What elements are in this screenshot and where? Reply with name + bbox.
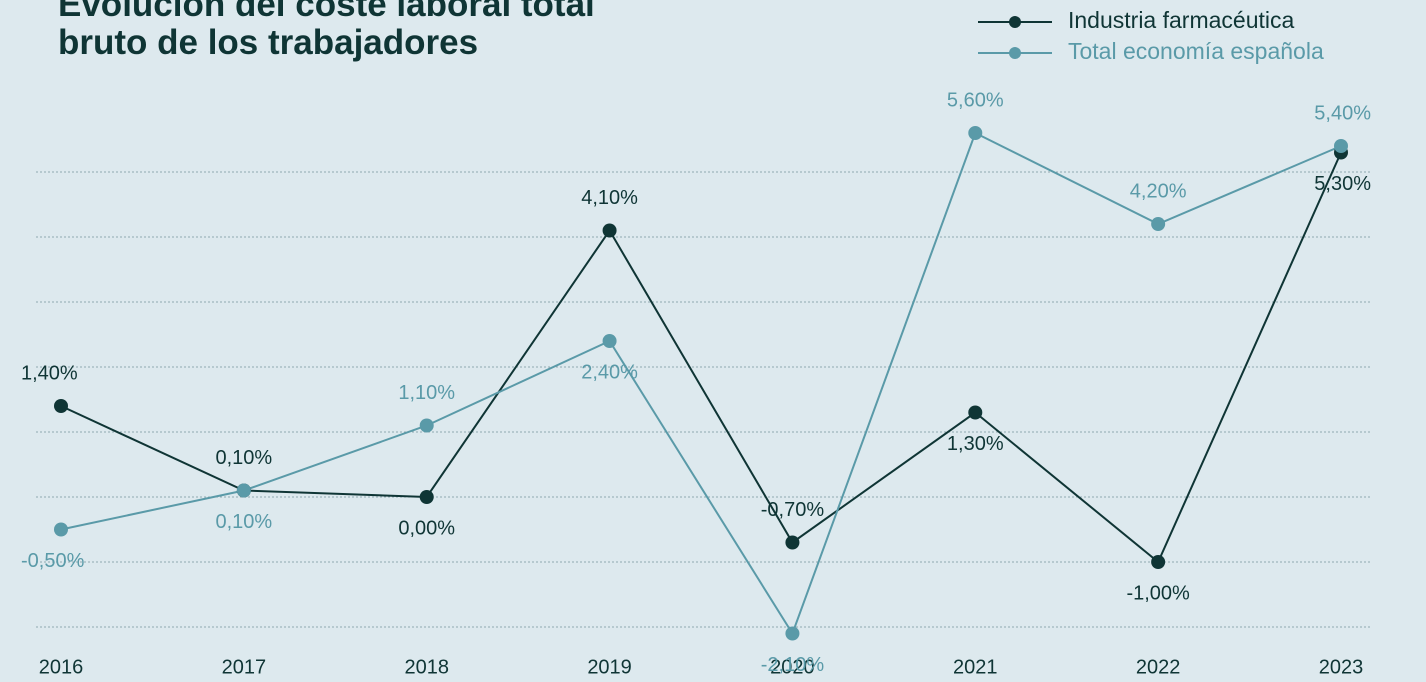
data-point — [54, 399, 68, 413]
data-point — [419, 418, 434, 433]
data-point — [785, 626, 800, 641]
legend-marker — [1009, 47, 1021, 59]
data-label: -0,50% — [21, 550, 85, 572]
data-label: 4,10% — [581, 187, 638, 209]
data-label: -2,10% — [761, 654, 825, 676]
data-label: 0,10% — [215, 511, 272, 533]
series-line — [60, 152, 1342, 564]
x-tick-label: 2021 — [953, 656, 998, 678]
x-tick-label: 2023 — [1319, 656, 1364, 678]
data-label: 0,10% — [215, 447, 272, 469]
data-point — [602, 334, 617, 348]
x-tick-label: 2017 — [222, 656, 267, 678]
chart-title: Evolución del coste laboral total bruto … — [58, 0, 595, 62]
x-tick-label: 2019 — [587, 656, 632, 678]
data-label: 0,00% — [398, 517, 455, 539]
data-label: 5,30% — [1314, 173, 1371, 195]
x-tick-label: 2020 — [770, 656, 815, 678]
data-point — [419, 490, 434, 504]
data-label: 1,10% — [398, 382, 455, 404]
data-label: 4,20% — [1130, 180, 1187, 202]
data-point — [236, 483, 251, 498]
data-label: 2,40% — [581, 361, 638, 383]
data-point — [968, 405, 983, 420]
data-point — [1151, 217, 1166, 231]
legend-label: Industria farmacéutica — [1068, 7, 1294, 33]
data-label: -0,70% — [761, 499, 825, 521]
data-point — [785, 535, 800, 550]
x-tick-label: 2016 — [39, 656, 84, 678]
x-tick-label: 2018 — [404, 656, 449, 678]
x-tick-label: 2022 — [1136, 656, 1181, 678]
data-label: -1,00% — [1126, 582, 1190, 604]
legend-label: Total economía española — [1068, 38, 1324, 64]
data-point — [602, 223, 617, 238]
data-label: 1,30% — [947, 433, 1004, 455]
legend-marker — [1009, 16, 1021, 28]
data-label: 1,40% — [21, 362, 78, 384]
data-point — [54, 522, 68, 537]
data-point — [1151, 555, 1166, 569]
series-line — [60, 131, 1342, 636]
data-label: 5,60% — [947, 89, 1004, 111]
data-point — [968, 126, 983, 140]
data-point — [1334, 139, 1348, 153]
data-label: 5,40% — [1314, 102, 1371, 124]
